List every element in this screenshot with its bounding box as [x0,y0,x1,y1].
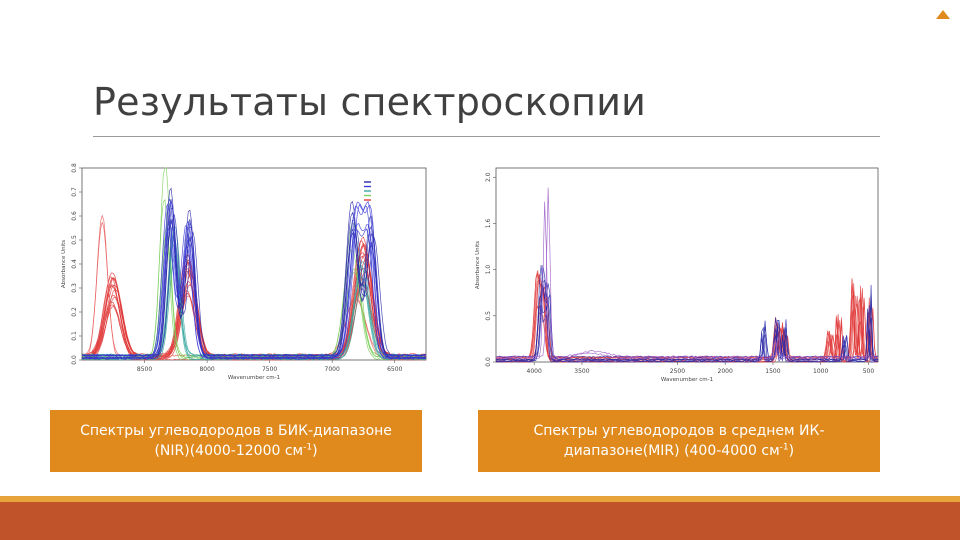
spectrum-line [495,273,879,362]
x-tick-label: 3500 [574,368,589,375]
mir-caption-line1: Спектры углеводородов в среднем ИК- [533,423,825,439]
x-tick-label: 2500 [670,368,685,375]
nir-caption-line2-end: ) [312,443,318,459]
nir-caption: Спектры углеводородов в БИК-диапазоне (N… [50,410,422,472]
spectrum-line [495,201,879,360]
x-axis-label: Wavenumber cm-1 [661,377,713,383]
x-tick-label: 4000 [527,368,542,375]
spectrum-line [495,270,879,359]
y-tick-label: 1.6 [485,218,492,228]
y-tick-label: 0.4 [71,259,78,269]
x-tick-label: 8500 [137,366,152,373]
x-tick-label: 7500 [262,366,277,373]
y-tick-label: 0.6 [71,211,78,221]
x-tick-label: 1000 [813,368,828,375]
y-tick-label: 1.0 [485,265,492,275]
series-group [495,187,879,360]
y-tick-label: 0.3 [71,283,78,293]
x-axis-label: Wavenumber cm-1 [228,375,280,381]
mir-caption-line2-end: ) [788,443,795,459]
mir-caption-sup: -1 [779,442,789,453]
plot-frame [495,167,879,363]
mir-caption: Спектры углеводородов в среднем ИК- диап… [478,410,880,472]
x-tick-label: 7000 [325,366,340,373]
x-tick-label: 1500 [765,368,780,375]
mir-chart-svg: 0.0 0.5 1.0 1.6 2.0 4000 3500 2500 2000 1500 1000 5… [475,167,879,383]
spectrum-line [81,226,427,360]
y-tick-label: 0.5 [485,311,492,321]
nir-caption-line2-text: (NIR)(4000-12000 см [154,443,304,459]
footer-band-accent [0,496,960,502]
series-group [495,264,879,363]
spectrum-line [496,274,879,363]
nir-caption-sup: -1 [303,442,313,453]
y-tick-label: 0.0 [485,357,492,367]
x-tick-label: 500 [863,368,875,375]
spectrum-line [81,214,427,361]
spectrum-line [81,198,427,357]
y-axis-label: Absorbance Units [61,240,67,288]
mir-caption-line2: диапазоне(MIR) (400-4000 см-1) [564,441,794,461]
spectrum-line [81,201,427,360]
y-tick-label: 2.0 [485,172,492,182]
nir-chart-svg: 0.0 0.1 0.2 0.3 0.4 0.5 0.6 0.7 0.8 8500 8000 7500 7… [61,163,427,381]
y-tick-label: 0.5 [71,235,78,245]
spectrum-line [495,187,879,358]
y-tick-label: 0.8 [71,163,78,173]
mir-spectrum-chart: 0.0 0.5 1.0 1.6 2.0 4000 3500 2500 2000 1500 1000 5… [462,162,882,384]
nir-spectrum-chart: 0.0 0.1 0.2 0.3 0.4 0.5 0.6 0.7 0.8 8500 8000 7500 7… [50,162,432,384]
y-tick-label: 0.2 [71,307,78,317]
spectrum-line [495,272,879,361]
nir-caption-line2: (NIR)(4000-12000 см-1) [154,441,317,461]
y-tick-label: 0.0 [71,355,78,365]
x-tick-label: 6500 [387,366,402,373]
y-tick-label: 0.1 [71,331,78,341]
spectrum-line [495,264,879,359]
series-group [495,270,879,364]
x-tick-label: 8000 [199,366,214,373]
series-group [81,198,427,360]
spectrum-line [495,279,879,361]
slide-title: Результаты спектроскопии [93,80,647,124]
y-axis-label: Absorbance Units [475,241,481,289]
spectrum-line [495,305,879,363]
spectrum-line [495,289,879,360]
corner-decor-icon [936,10,950,19]
chart-legend [364,181,371,201]
footer-band [0,502,960,540]
spectrum-line [81,202,427,359]
y-tick-label: 0.7 [71,187,78,197]
mir-caption-line2-text: диапазоне(MIR) (400-4000 см [563,443,780,459]
x-tick-label: 2000 [718,368,733,375]
title-divider [93,136,880,137]
spectrum-line [495,264,879,361]
nir-caption-line1: Спектры углеводородов в БИК-диапазоне [80,423,392,439]
